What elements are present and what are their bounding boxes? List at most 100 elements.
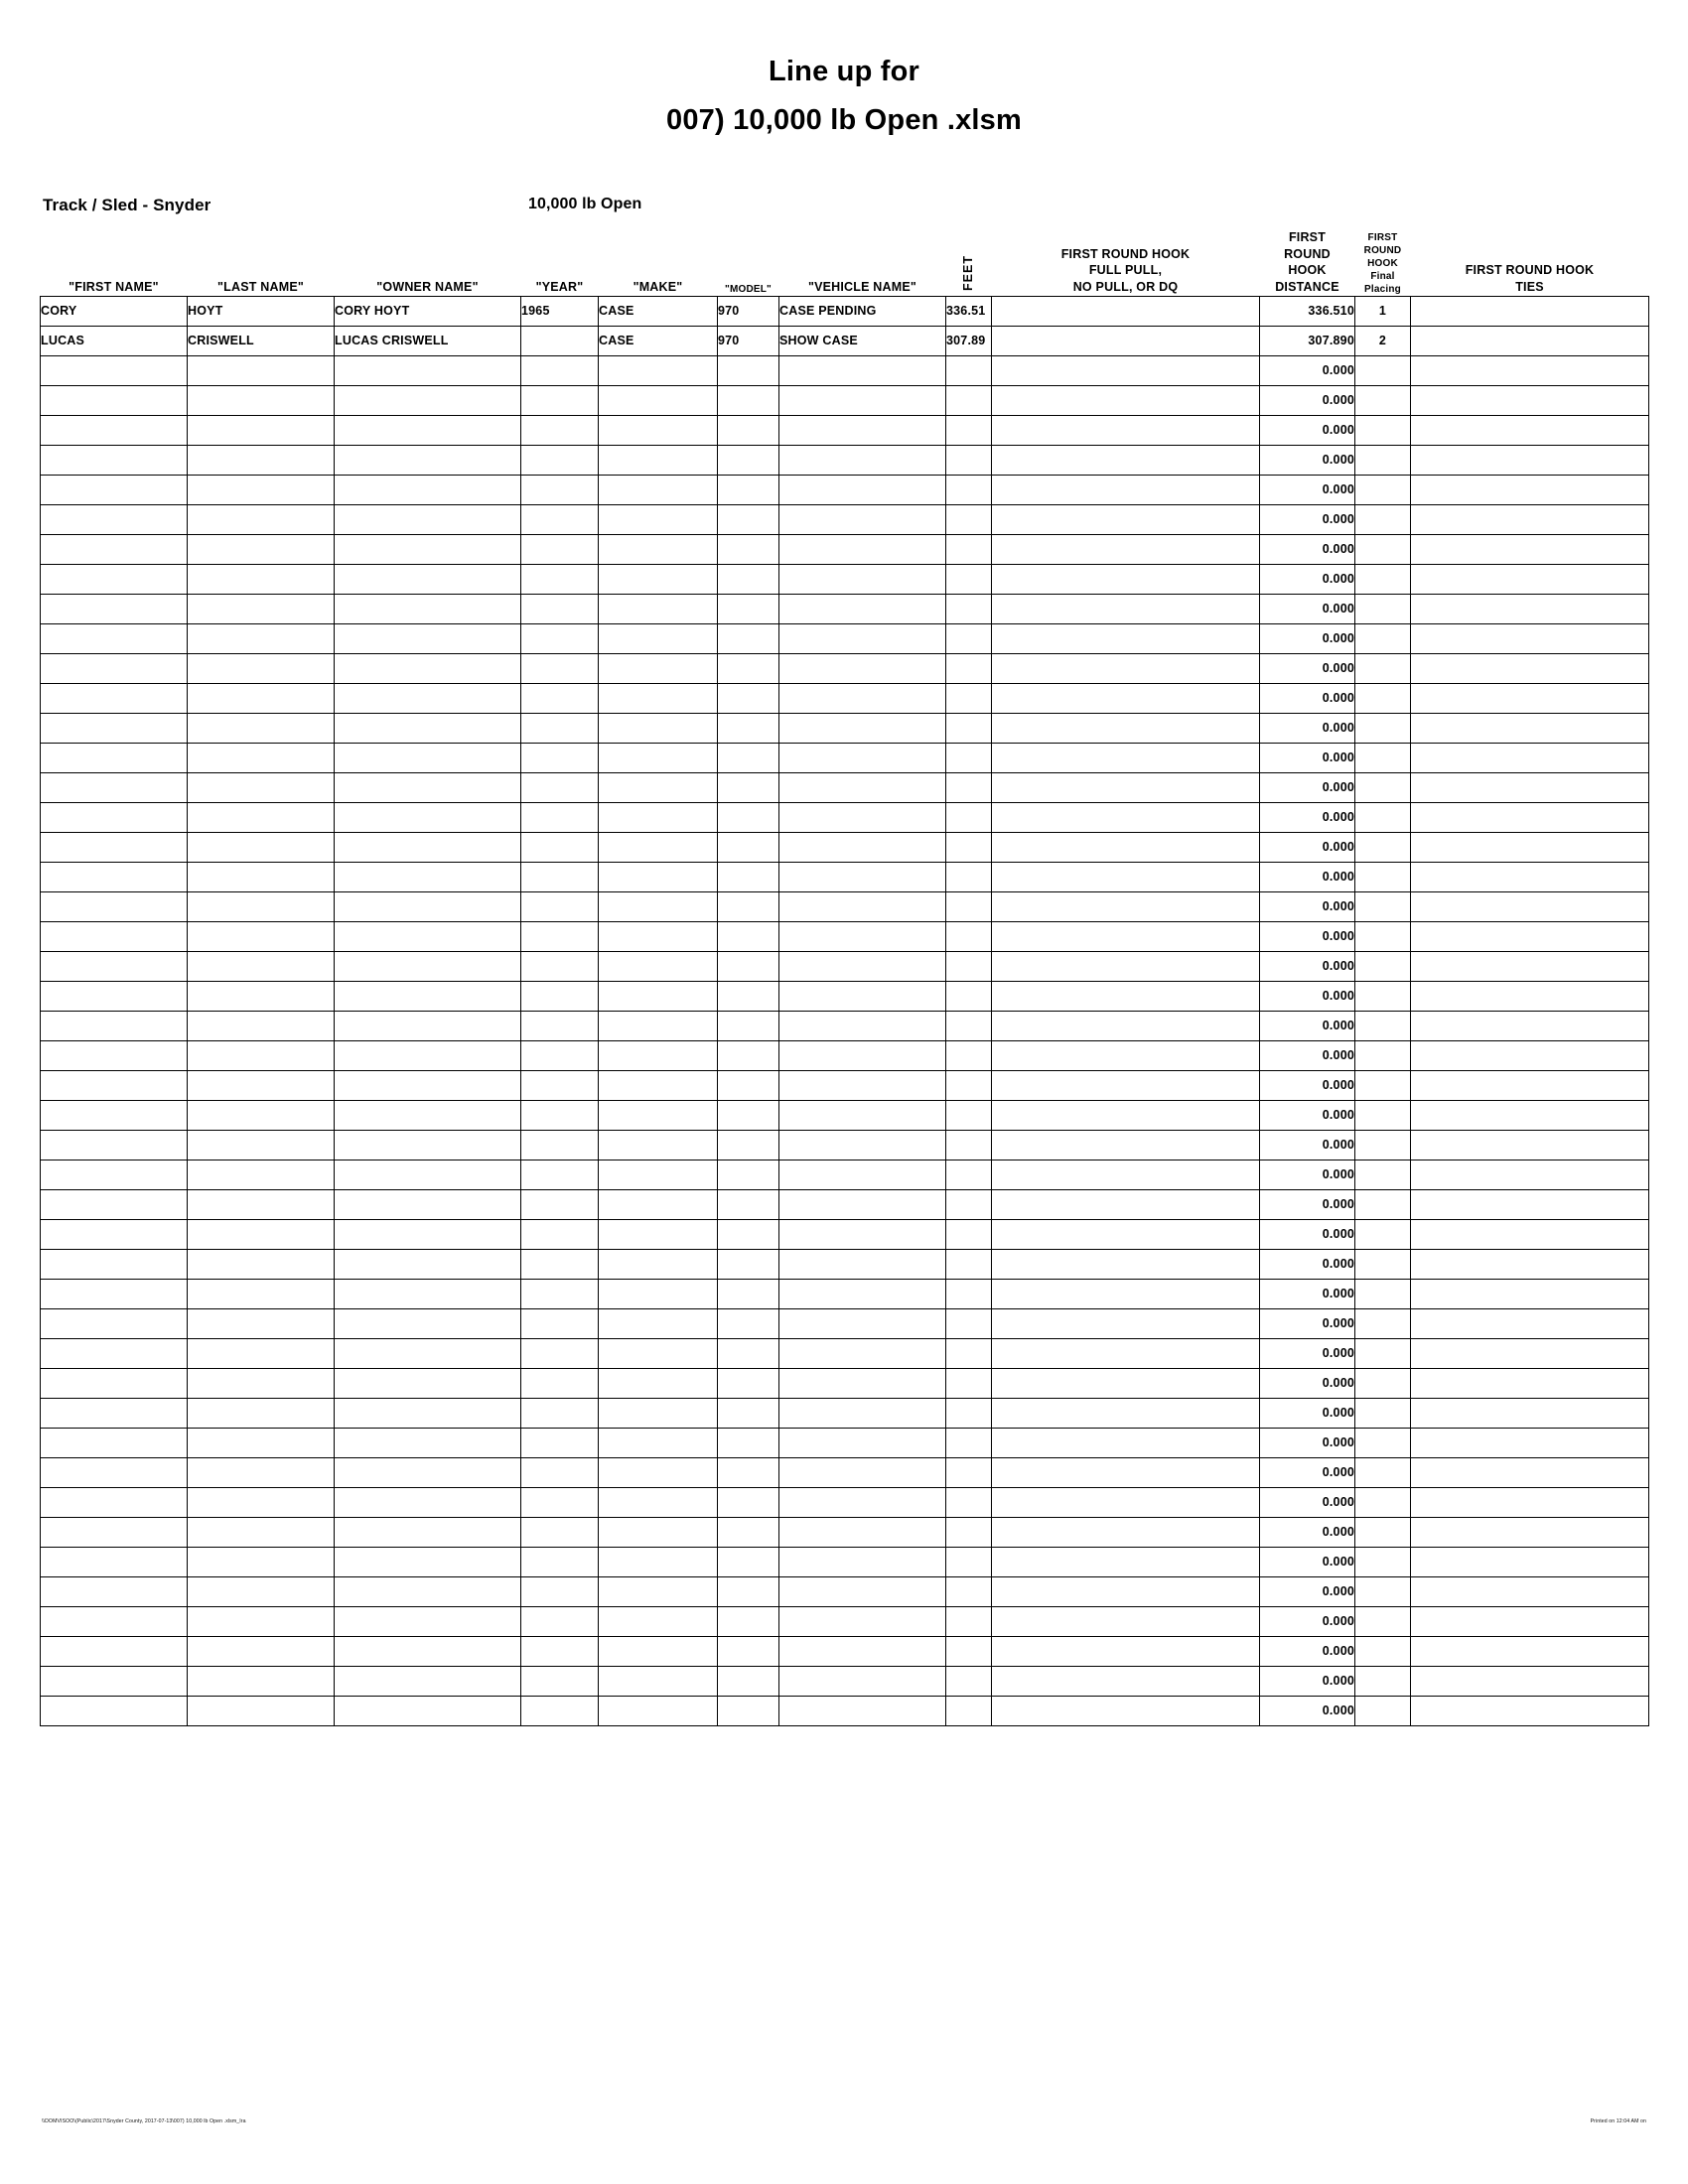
cell-year [520, 712, 599, 744]
cell-distance: 0.000 [1259, 1546, 1355, 1577]
cell-make [598, 503, 718, 535]
cell-placing [1354, 593, 1411, 624]
cell-vehicle-name [778, 1188, 946, 1220]
cell-result [991, 503, 1260, 535]
cell-result [991, 1486, 1260, 1518]
cell-last-name [187, 1635, 335, 1667]
cell-make [598, 1039, 718, 1071]
cell-make [598, 1427, 718, 1458]
cell-result [991, 1129, 1260, 1160]
cell-placing [1354, 414, 1411, 446]
cell-last-name [187, 742, 335, 773]
cell-feet [945, 444, 992, 476]
header-last-name: "LAST NAME" [217, 279, 304, 294]
table-row: 0.000 [40, 771, 1649, 803]
cell-owner-name [334, 354, 521, 386]
cell-first-name [40, 950, 188, 982]
table-row: 0.000 [40, 593, 1649, 624]
cell-owner-name [334, 1575, 521, 1607]
cell-placing [1354, 563, 1411, 595]
cell-owner-name [334, 593, 521, 624]
cell-model [717, 1069, 779, 1101]
cell-year [520, 1427, 599, 1458]
cell-first-name [40, 742, 188, 773]
cell-ties [1410, 384, 1649, 416]
cell-vehicle-name [778, 1397, 946, 1429]
cell-ties [1410, 861, 1649, 892]
cell-model [717, 1218, 779, 1250]
cell-model [717, 1248, 779, 1280]
header-full-pull-line-3: NO PULL, OR DQ [1072, 279, 1179, 294]
cell-make [598, 1337, 718, 1369]
cell-placing [1354, 622, 1411, 654]
cell-year [520, 771, 599, 803]
cell-make [598, 1665, 718, 1697]
cell-first-name [40, 1039, 188, 1071]
cell-distance: 0.000 [1259, 474, 1355, 505]
cell-feet [945, 1397, 992, 1429]
cell-result [991, 950, 1260, 982]
cell-vehicle-name [778, 1039, 946, 1071]
cell-last-name [187, 503, 335, 535]
cell-owner-name [334, 1188, 521, 1220]
cell-last-name [187, 474, 335, 505]
table-row: 0.000 [40, 533, 1649, 565]
cell-result [991, 1516, 1260, 1548]
cell-distance: 0.000 [1259, 1099, 1355, 1131]
cell-first-name [40, 1546, 188, 1577]
cell-year [520, 1307, 599, 1339]
cell-distance: 0.000 [1259, 414, 1355, 446]
cell-result [991, 712, 1260, 744]
cell-result [991, 384, 1260, 416]
cell-year [520, 1010, 599, 1041]
cell-make [598, 980, 718, 1012]
cell-first-name [40, 474, 188, 505]
header-full-pull-line-1: FIRST ROUND HOOK [1060, 246, 1191, 261]
cell-year [520, 593, 599, 624]
cell-first-name [40, 622, 188, 654]
cell-result [991, 742, 1260, 773]
cell-year [520, 1248, 599, 1280]
cell-last-name [187, 1575, 335, 1607]
cell-feet [945, 652, 992, 684]
cell-vehicle-name [778, 503, 946, 535]
table-row: 0.000 [40, 1337, 1649, 1369]
cell-ties [1410, 890, 1649, 922]
cell-result [991, 1575, 1260, 1607]
cell-owner-name [334, 1635, 521, 1667]
cell-ties [1410, 1099, 1649, 1131]
cell-owner-name [334, 890, 521, 922]
cell-owner-name [334, 1605, 521, 1637]
cell-year [520, 1278, 599, 1309]
cell-make [598, 1605, 718, 1637]
cell-year [520, 1695, 599, 1726]
cell-result [991, 1069, 1260, 1101]
cell-owner-name [334, 444, 521, 476]
cell-ties [1410, 1307, 1649, 1339]
cell-year [520, 1456, 599, 1488]
header-distance-line-2: ROUND [1284, 246, 1331, 261]
cell-make [598, 1486, 718, 1518]
cell-make [598, 1546, 718, 1577]
cell-last-name [187, 444, 335, 476]
page-title: Line up for 007) 10,000 lb Open .xlsm [40, 0, 1648, 140]
cell-owner-name [334, 1218, 521, 1250]
cell-first-name [40, 712, 188, 744]
cell-feet [945, 1129, 992, 1160]
cell-distance: 0.000 [1259, 1367, 1355, 1399]
cell-make [598, 950, 718, 982]
table-row: 0.000 [40, 1039, 1649, 1071]
cell-result [991, 980, 1260, 1012]
cell-last-name [187, 354, 335, 386]
cell-placing [1354, 444, 1411, 476]
cell-placing [1354, 831, 1411, 863]
cell-vehicle-name [778, 1159, 946, 1190]
cell-ties [1410, 593, 1649, 624]
cell-year [520, 384, 599, 416]
cell-last-name [187, 652, 335, 684]
cell-placing [1354, 1039, 1411, 1071]
cell-last-name [187, 1516, 335, 1548]
cell-year [520, 831, 599, 863]
cell-feet [945, 622, 992, 654]
table-row: 0.000 [40, 1516, 1649, 1548]
